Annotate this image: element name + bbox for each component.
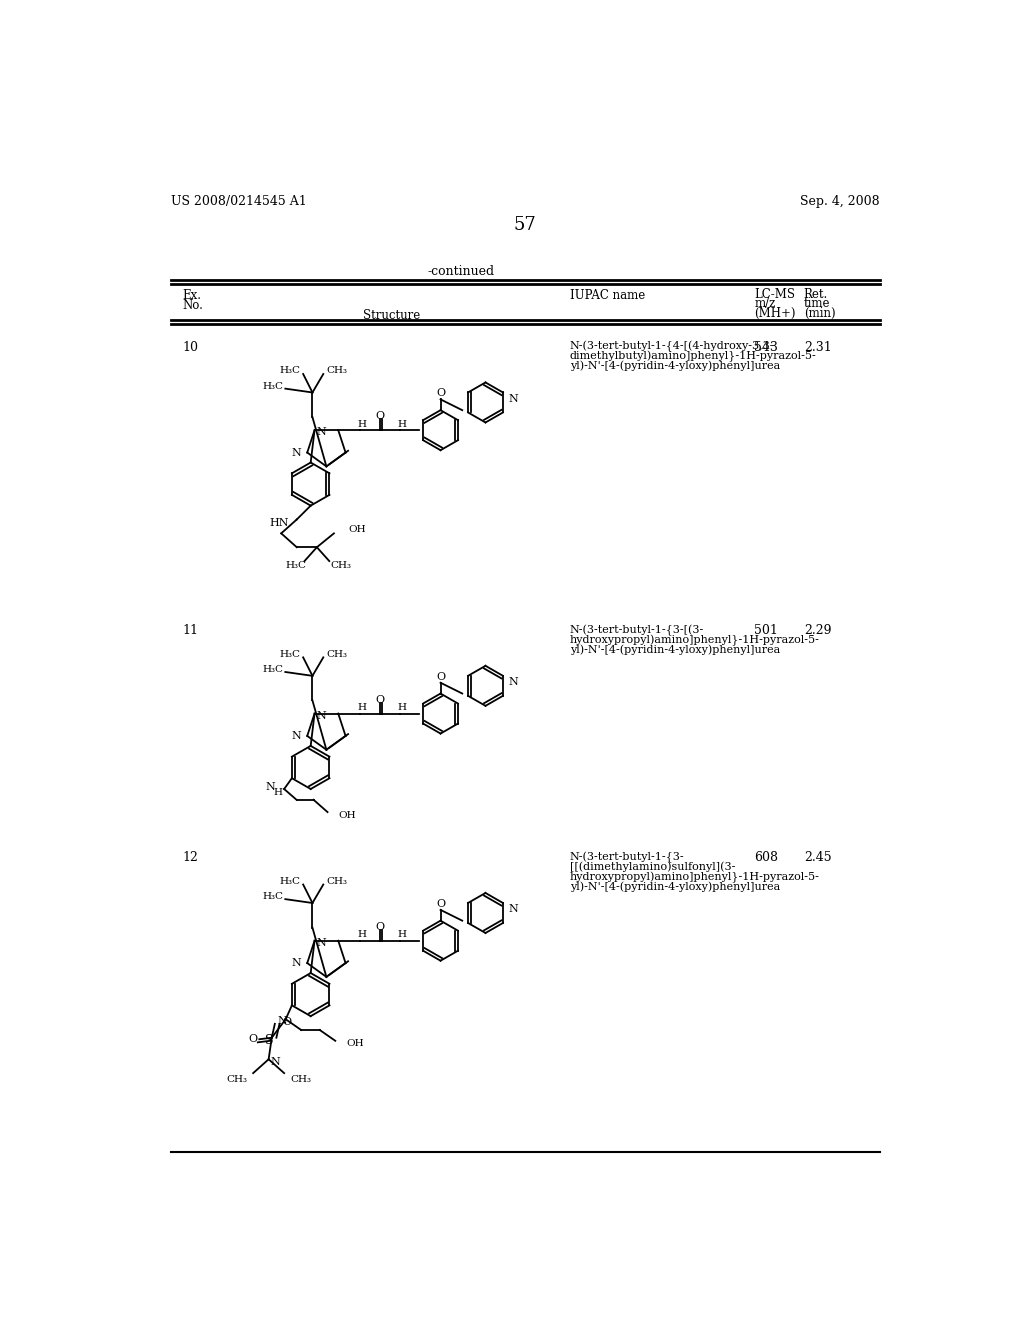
Text: H: H	[357, 931, 366, 939]
Text: time: time	[804, 297, 830, 310]
Text: N: N	[270, 1057, 280, 1068]
Text: CH₃: CH₃	[327, 367, 347, 375]
Text: US 2008/0214545 A1: US 2008/0214545 A1	[171, 195, 306, 209]
Text: HN: HN	[269, 519, 289, 528]
Text: O: O	[283, 1016, 292, 1027]
Text: H: H	[397, 931, 407, 939]
Text: H: H	[397, 702, 407, 711]
Text: OH: OH	[346, 1039, 364, 1048]
Text: 10: 10	[182, 341, 199, 354]
Text: CH₃: CH₃	[226, 1074, 247, 1084]
Text: H₃C: H₃C	[280, 876, 301, 886]
Text: CH₃: CH₃	[291, 1074, 311, 1084]
Text: (MH+): (MH+)	[755, 308, 796, 319]
Text: O: O	[376, 694, 385, 705]
Text: LC-MS: LC-MS	[755, 288, 796, 301]
Text: CH₃: CH₃	[331, 561, 352, 570]
Text: O: O	[376, 412, 385, 421]
Text: CH₃: CH₃	[327, 876, 347, 886]
Text: H₃C: H₃C	[262, 892, 283, 902]
Text: H: H	[357, 420, 366, 429]
Text: H: H	[357, 702, 366, 711]
Text: 2.31: 2.31	[804, 341, 831, 354]
Text: H: H	[273, 788, 283, 797]
Text: N-(3-tert-butyl-1-{3-[(3-: N-(3-tert-butyl-1-{3-[(3-	[569, 624, 705, 636]
Text: 501: 501	[755, 624, 778, 638]
Text: 2.29: 2.29	[804, 624, 831, 638]
Text: N: N	[509, 677, 518, 686]
Text: N: N	[316, 711, 326, 721]
Text: Ret.: Ret.	[804, 288, 828, 301]
Text: yl)-N'-[4-(pyridin-4-yloxy)phenyl]urea: yl)-N'-[4-(pyridin-4-yloxy)phenyl]urea	[569, 360, 780, 371]
Text: 543: 543	[755, 341, 778, 354]
Text: O: O	[436, 899, 445, 908]
Text: dimethylbutyl)amino]phenyl}-1H-pyrazol-5-: dimethylbutyl)amino]phenyl}-1H-pyrazol-5…	[569, 351, 816, 362]
Text: [[(dimethylamino)sulfonyl](3-: [[(dimethylamino)sulfonyl](3-	[569, 862, 735, 873]
Text: H: H	[397, 420, 407, 429]
Text: hydroxypropyl)amino]phenyl}-1H-pyrazol-5-: hydroxypropyl)amino]phenyl}-1H-pyrazol-5…	[569, 871, 819, 883]
Text: Ex.: Ex.	[182, 289, 202, 302]
Text: m/z: m/z	[755, 297, 775, 310]
Text: N: N	[291, 731, 301, 741]
Text: N: N	[509, 904, 518, 915]
Text: -continued: -continued	[428, 264, 495, 277]
Text: H₃C: H₃C	[285, 561, 306, 570]
Text: OH: OH	[338, 812, 356, 821]
Text: S: S	[265, 1035, 273, 1047]
Text: O: O	[436, 672, 445, 681]
Text: N: N	[291, 447, 301, 458]
Text: 11: 11	[182, 624, 199, 638]
Text: H₃C: H₃C	[280, 367, 301, 375]
Text: yl)-N'-[4-(pyridin-4-yloxy)phenyl]urea: yl)-N'-[4-(pyridin-4-yloxy)phenyl]urea	[569, 882, 780, 892]
Text: Sep. 4, 2008: Sep. 4, 2008	[800, 195, 880, 209]
Text: 12: 12	[182, 851, 198, 865]
Text: Structure: Structure	[362, 309, 420, 322]
Text: OH: OH	[348, 525, 366, 535]
Text: No.: No.	[182, 300, 203, 313]
Text: H₃C: H₃C	[262, 381, 283, 391]
Text: O: O	[376, 921, 385, 932]
Text: N: N	[278, 1016, 288, 1026]
Text: hydroxypropyl)amino]phenyl}-1H-pyrazol-5-: hydroxypropyl)amino]phenyl}-1H-pyrazol-5…	[569, 635, 819, 645]
Text: N: N	[316, 428, 326, 437]
Text: H₃C: H₃C	[280, 649, 301, 659]
Text: N: N	[316, 939, 326, 948]
Text: H₃C: H₃C	[262, 665, 283, 675]
Text: yl)-N'-[4-(pyridin-4-yloxy)phenyl]urea: yl)-N'-[4-(pyridin-4-yloxy)phenyl]urea	[569, 644, 780, 655]
Text: N: N	[509, 393, 518, 404]
Text: N-(3-tert-butyl-1-{3-: N-(3-tert-butyl-1-{3-	[569, 851, 684, 863]
Text: N: N	[291, 958, 301, 968]
Text: O: O	[249, 1035, 258, 1044]
Text: N: N	[265, 783, 275, 792]
Text: IUPAC name: IUPAC name	[569, 289, 645, 302]
Text: 57: 57	[513, 216, 537, 234]
Text: O: O	[436, 388, 445, 399]
Text: 2.45: 2.45	[804, 851, 831, 865]
Text: 608: 608	[755, 851, 778, 865]
Text: CH₃: CH₃	[327, 649, 347, 659]
Text: N-(3-tert-butyl-1-{4-[(4-hydroxy-3,3-: N-(3-tert-butyl-1-{4-[(4-hydroxy-3,3-	[569, 341, 774, 352]
Text: (min): (min)	[804, 308, 836, 319]
